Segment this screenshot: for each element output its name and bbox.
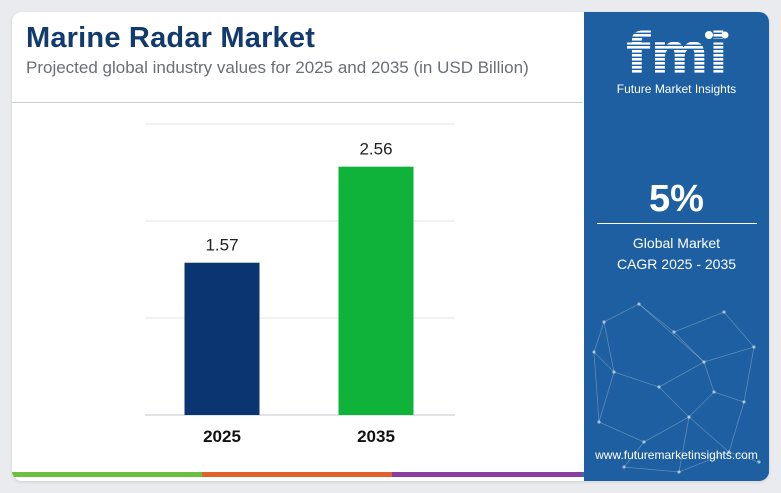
cagr-label-line2: CAGR 2025 - 2035 xyxy=(616,256,737,272)
website-link[interactable]: www.futuremarketinsights.com xyxy=(595,448,758,462)
cagr-label-line1: Global Market xyxy=(632,235,721,251)
cagr-label: Global Market CAGR 2025 - 2035 xyxy=(584,233,769,275)
infographic-card: Marine Radar Market Projected global ind… xyxy=(12,12,769,481)
x-tick-label-2035: 2035 xyxy=(357,427,395,446)
data-label-2035: 2.56 xyxy=(359,140,392,159)
header-divider xyxy=(12,102,583,103)
bars: 1.57 2025 2.56 2035 xyxy=(184,140,414,446)
cagr-divider xyxy=(597,223,757,224)
accent-segment xyxy=(12,472,202,477)
page-title: Marine Radar Market xyxy=(26,22,316,54)
cagr-value: 5% xyxy=(649,178,704,220)
page-subtitle: Projected global industry values for 202… xyxy=(26,58,529,77)
data-label-2025: 1.57 xyxy=(205,236,238,255)
accent-segment xyxy=(392,472,582,477)
brand-name: Future Market Insights xyxy=(616,82,737,96)
fmi-logo-icon: fmi xyxy=(626,26,728,82)
bar-2025 xyxy=(184,262,260,415)
bar-2035 xyxy=(338,166,414,415)
network-pattern-icon xyxy=(592,302,761,474)
accent-segment xyxy=(202,472,392,477)
brand-logo: fmi Future Market Insights xyxy=(584,26,769,96)
bar-chart: 1.57 2025 2.56 2035 xyxy=(145,123,455,446)
x-tick-label-2025: 2025 xyxy=(203,427,241,446)
side-panel: fmi Future Market Insights 5% Global Mar… xyxy=(584,12,769,481)
